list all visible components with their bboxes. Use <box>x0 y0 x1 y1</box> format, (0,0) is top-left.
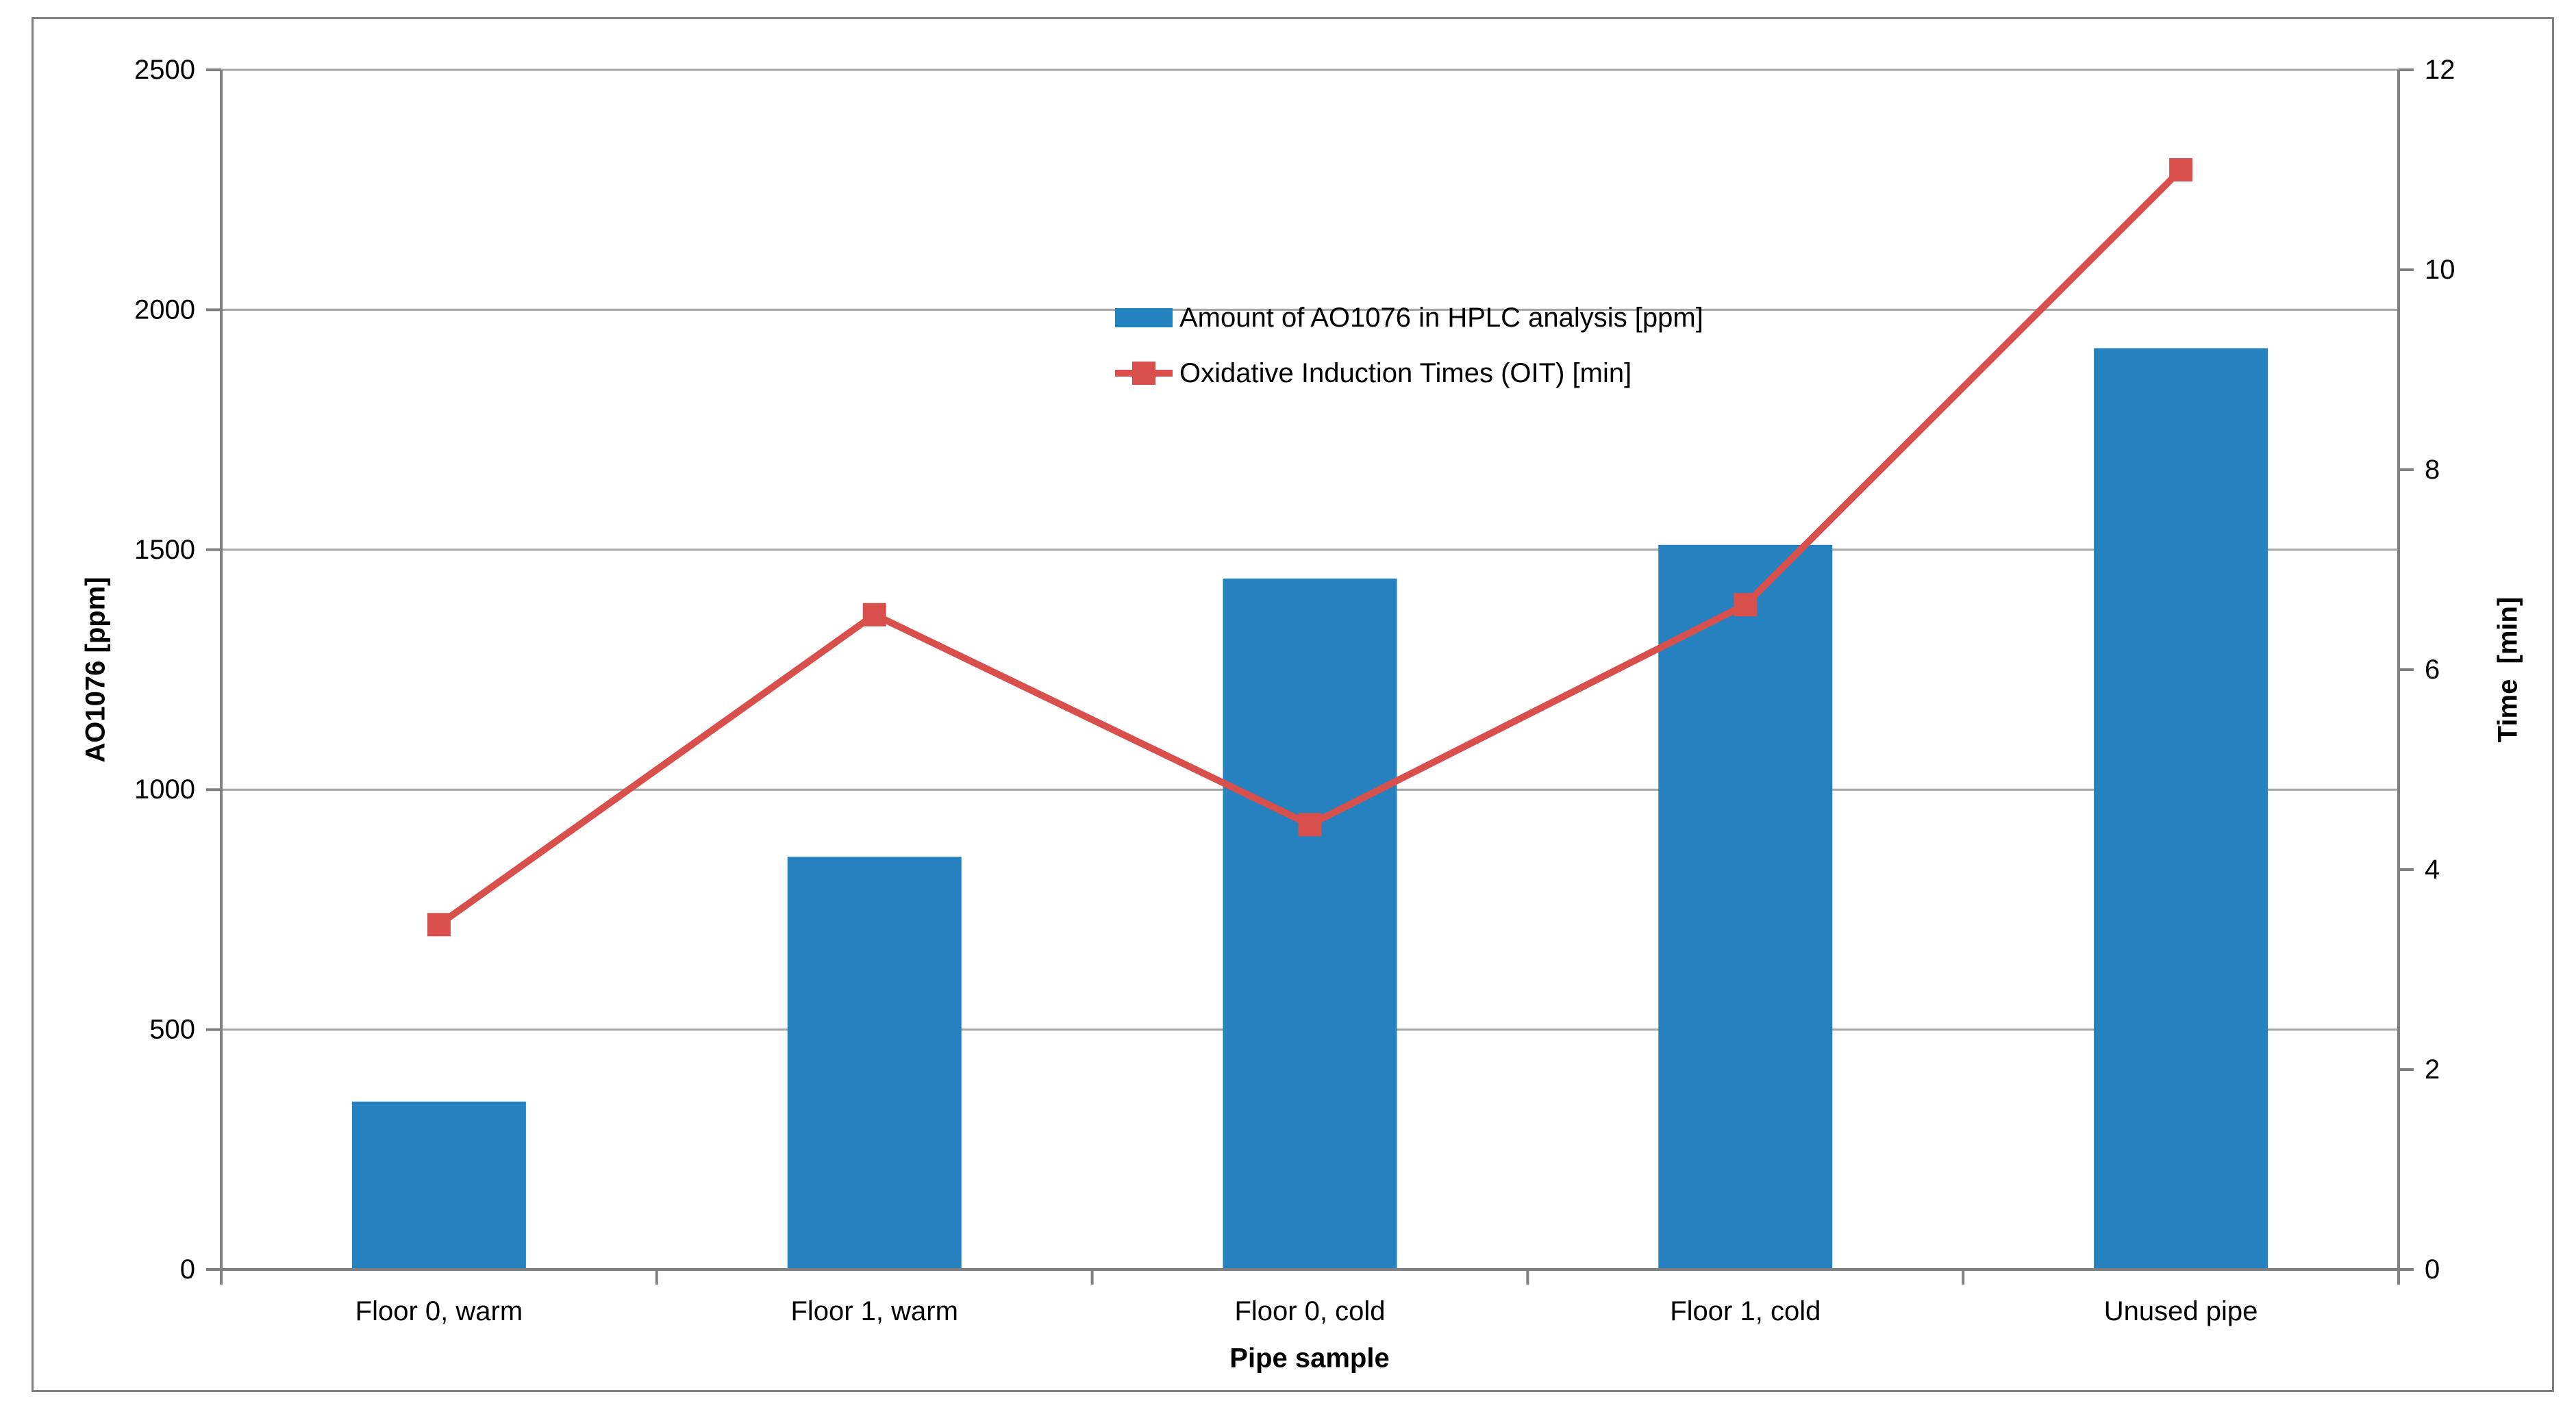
bar <box>1223 578 1397 1270</box>
left-tick-label: 500 <box>149 1015 195 1045</box>
oit-marker <box>2169 158 2193 181</box>
left-tick-label: 1500 <box>134 535 195 565</box>
category-label: Unused pipe <box>2104 1296 2258 1326</box>
legend-label: Oxidative Induction Times (OIT) [min] <box>1179 357 1632 388</box>
left-tick-label: 0 <box>180 1254 195 1285</box>
right-tick-label: 0 <box>2425 1254 2440 1285</box>
right-tick-label: 6 <box>2425 655 2440 685</box>
oit-marker <box>427 913 451 937</box>
right-tick-label: 2 <box>2425 1055 2440 1085</box>
category-label: Floor 0, warm <box>355 1296 523 1326</box>
bar <box>351 1101 526 1270</box>
oit-marker <box>1734 593 1758 617</box>
oit-marker <box>1298 813 1322 837</box>
bar-series-swatch <box>1115 308 1173 327</box>
left-tick-label: 1000 <box>134 774 195 805</box>
oit-marker <box>862 603 886 627</box>
category-label: Floor 1, warm <box>790 1296 958 1326</box>
bar <box>787 857 962 1270</box>
category-label: Floor 1, cold <box>1670 1296 1821 1326</box>
x-axis-title: Pipe sample <box>1229 1343 1390 1374</box>
category-label: Floor 0, cold <box>1234 1296 1385 1326</box>
legend-item-line-series: Oxidative Induction Times (OIT) [min] <box>1115 358 1631 388</box>
left-tick-label: 2500 <box>134 55 195 85</box>
bar <box>2094 348 2268 1270</box>
right-tick-label: 8 <box>2425 455 2440 485</box>
right-axis-title: Time [min] <box>2492 596 2523 743</box>
right-tick-label: 10 <box>2425 255 2455 285</box>
left-tick-label: 2000 <box>134 294 195 325</box>
right-tick-label: 4 <box>2425 855 2440 885</box>
bar <box>1658 544 1833 1270</box>
left-axis-title: AO1076 [ppm] <box>80 577 111 763</box>
right-tick-label: 12 <box>2425 55 2455 85</box>
legend-item-bar-series: Amount of AO1076 in HPLC analysis [ppm] <box>1115 303 1703 333</box>
chart-border <box>32 17 2554 1392</box>
line-series-swatch <box>1115 362 1173 385</box>
line-swatch-marker <box>1132 362 1155 385</box>
legend-label: Amount of AO1076 in HPLC analysis [ppm] <box>1179 302 1703 333</box>
